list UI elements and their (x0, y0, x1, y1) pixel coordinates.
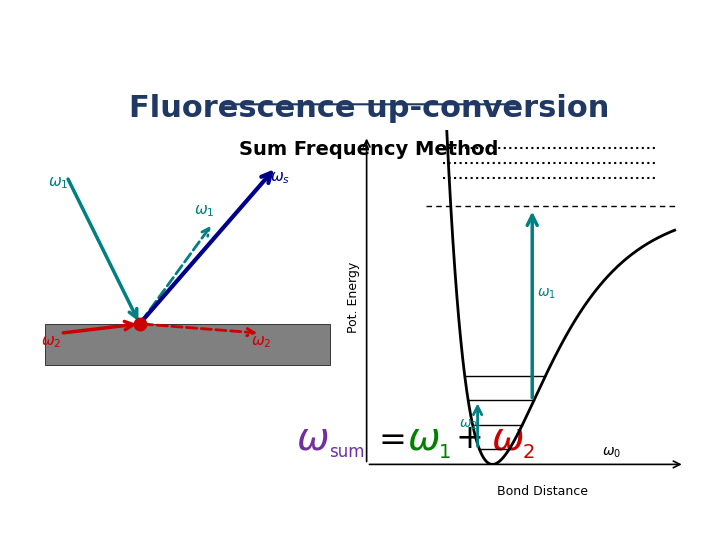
FancyBboxPatch shape (45, 324, 330, 365)
Text: sum: sum (329, 443, 364, 461)
Text: $\omega$: $\omega$ (407, 421, 440, 457)
Text: $\omega_1$: $\omega_1$ (194, 203, 214, 219)
Text: 2: 2 (523, 443, 535, 462)
Text: $\omega$: $\omega$ (490, 421, 523, 457)
Text: Sum Frequency Method: Sum Frequency Method (239, 140, 499, 159)
Text: $\omega_1$: $\omega_1$ (537, 287, 556, 301)
Text: $+$: $+$ (456, 423, 482, 455)
Text: Bond Distance: Bond Distance (497, 485, 588, 498)
Text: $\omega_2$: $\omega_2$ (459, 418, 478, 433)
Text: $\omega_1$: $\omega_1$ (48, 175, 68, 191)
Text: $=$: $=$ (372, 423, 405, 455)
Text: 1: 1 (438, 443, 451, 462)
Text: $\omega_s$: $\omega_s$ (269, 170, 289, 186)
Text: $\omega_2$: $\omega_2$ (251, 335, 271, 350)
Text: $\omega_2$: $\omega_2$ (42, 335, 62, 350)
Text: Pot. Energy: Pot. Energy (347, 261, 360, 333)
Text: $\omega$: $\omega$ (297, 421, 329, 457)
Text: $\omega_0$: $\omega_0$ (602, 446, 621, 460)
Text: Fluorescence up-conversion: Fluorescence up-conversion (129, 94, 609, 123)
